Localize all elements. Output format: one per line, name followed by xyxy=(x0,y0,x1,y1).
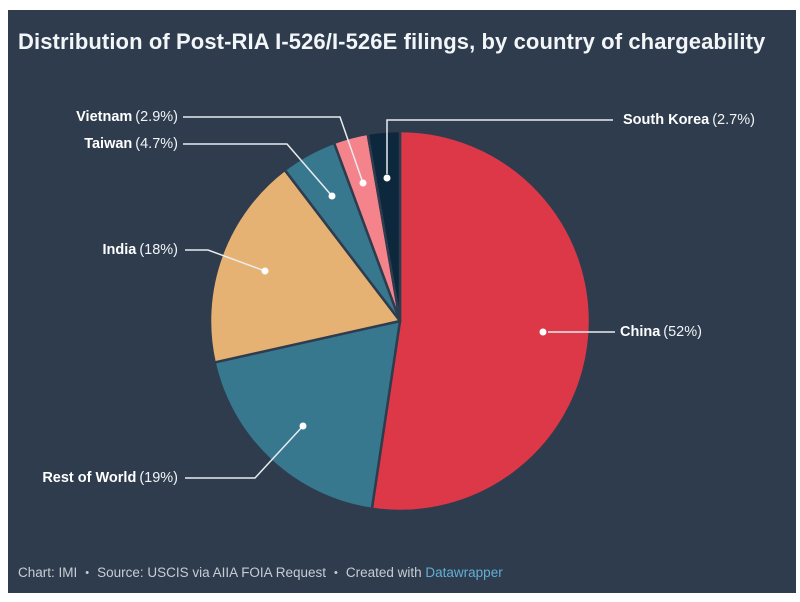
leader-dot-vietnam xyxy=(359,179,367,187)
source-credit: Source: USCIS via AIIA FOIA Request xyxy=(97,565,326,580)
leader-dot-taiwan xyxy=(328,192,336,200)
callout-label-rest-of-world: Rest of World (19%) xyxy=(8,470,178,486)
slice-value-taiwan: (4.7%) xyxy=(135,136,178,152)
pie-slices xyxy=(208,129,592,513)
leader-dot-india xyxy=(261,267,269,275)
footer: Chart: IMI • Source: USCIS via AIIA FOIA R… xyxy=(18,564,788,582)
callout-label-south-korea: South Korea (2.7%) xyxy=(623,112,755,128)
callout-dots xyxy=(261,174,547,430)
pie-slice-south-korea[interactable] xyxy=(366,129,402,323)
leader-dot-south-korea xyxy=(383,174,391,182)
pie-chart xyxy=(183,116,615,513)
callout-label-vietnam: Vietnam (2.9%) xyxy=(8,109,178,125)
leader-line-south-korea xyxy=(386,119,613,174)
callout-label-taiwan: Taiwan (4.7%) xyxy=(8,136,178,152)
leader-line-rest-of-world xyxy=(185,425,304,479)
callout-lines xyxy=(183,116,615,479)
slice-value-india: (18%) xyxy=(139,242,178,258)
datawrapper-link[interactable]: Datawrapper xyxy=(425,565,503,580)
leader-line-taiwan xyxy=(183,143,333,197)
chart-card: Distribution of Post-RIA I-526/I-526E fi… xyxy=(8,10,796,593)
leader-line-india xyxy=(185,249,266,272)
slice-name-south-korea: South Korea xyxy=(623,112,710,128)
slice-name-taiwan: Taiwan xyxy=(84,136,133,152)
slice-name-vietnam: Vietnam xyxy=(76,109,133,125)
slice-value-south-korea: (2.7%) xyxy=(712,112,755,128)
footer-separator: • xyxy=(85,567,90,579)
footer-separator: • xyxy=(333,567,338,579)
pie-slice-rest-of-world[interactable] xyxy=(213,319,402,511)
slice-value-rest-of-world: (19%) xyxy=(139,470,178,486)
slice-name-china: China xyxy=(620,324,661,340)
slice-value-china: (52%) xyxy=(663,324,702,340)
chart-title: Distribution of Post-RIA I-526/I-526E fi… xyxy=(18,29,766,54)
callout-label-china: China (52%) xyxy=(620,324,702,340)
chart-credit: Chart: IMI xyxy=(18,565,78,580)
created-with-text: Created with xyxy=(345,565,422,580)
leader-dot-rest-of-world xyxy=(299,422,307,430)
slice-value-vietnam: (2.9%) xyxy=(135,109,178,125)
leader-line-vietnam xyxy=(183,116,364,184)
pie-slice-china[interactable] xyxy=(370,129,592,513)
slice-name-india: India xyxy=(102,242,137,258)
leader-dot-china xyxy=(539,328,547,336)
callout-label-india: India (18%) xyxy=(8,242,178,258)
slice-name-rest-of-world: Rest of World xyxy=(42,470,137,486)
pie-slice-india[interactable] xyxy=(208,168,402,364)
